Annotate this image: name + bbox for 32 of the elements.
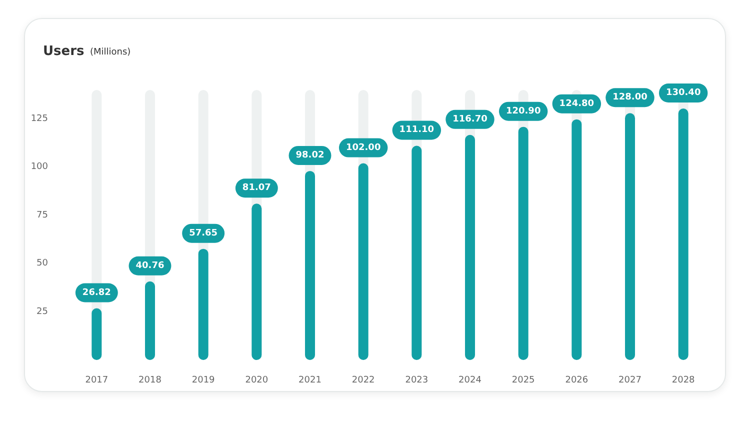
data-label: 102.00 <box>346 142 381 153</box>
x-tick-label: 2025 <box>512 376 535 386</box>
data-label: 116.70 <box>452 114 488 124</box>
data-label: 98.02 <box>296 150 324 160</box>
x-tick-label: 2026 <box>565 376 588 386</box>
y-tick-label: 75 <box>36 210 48 220</box>
data-label: 81.07 <box>242 183 271 194</box>
data-label: 130.40 <box>666 88 701 98</box>
data-label: 26.82 <box>82 288 111 298</box>
bar <box>92 308 102 360</box>
x-tick-label: 2022 <box>352 376 375 386</box>
x-tick-label: 2017 <box>85 376 108 386</box>
y-tick-label: 100 <box>30 162 48 172</box>
chart-title: Users <box>43 44 85 59</box>
data-label: 111.10 <box>399 125 434 136</box>
chart-subtitle: (Millions) <box>90 48 131 58</box>
x-tick-label: 2021 <box>298 376 322 386</box>
data-label: 40.76 <box>136 260 164 271</box>
data-label: 57.65 <box>189 228 218 238</box>
x-tick-label: 2018 <box>138 376 162 386</box>
x-tick-label: 2023 <box>405 376 428 386</box>
x-tick-label: 2024 <box>458 376 482 386</box>
x-tick-label: 2027 <box>618 376 642 386</box>
y-tick-label: 50 <box>36 258 48 269</box>
x-tick-label: 2028 <box>672 376 696 386</box>
x-tick-label: 2019 <box>192 376 216 386</box>
y-tick-label: 125 <box>30 114 48 124</box>
data-label: 128.00 <box>612 92 648 103</box>
data-label: 124.80 <box>559 98 594 109</box>
x-tick-label: 2020 <box>245 376 268 386</box>
y-tick-label: 25 <box>36 306 48 317</box>
data-label: 120.90 <box>506 106 541 116</box>
